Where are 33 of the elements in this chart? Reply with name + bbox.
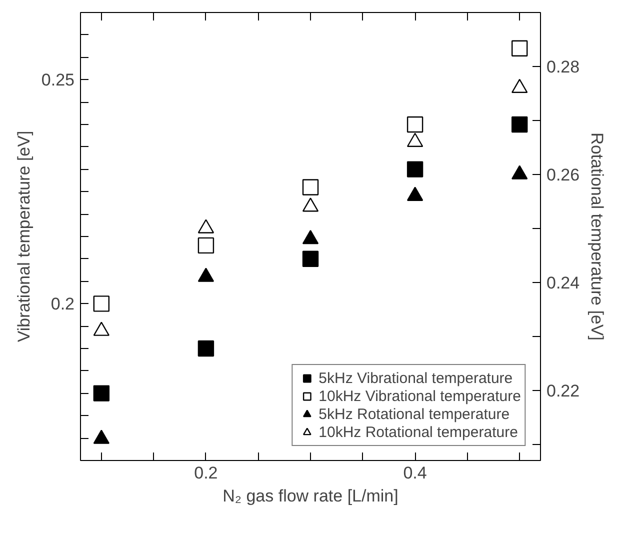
- x-tick-label: 0.4: [403, 464, 427, 482]
- y2-tick-label: 0.28: [546, 57, 580, 76]
- point: [406, 116, 424, 133]
- point: [198, 268, 214, 282]
- point: [93, 296, 110, 312]
- point: [511, 78, 528, 93]
- legend-label: 10kHz Vibrational temperature: [318, 387, 521, 405]
- y-axis-title: Vibrational temperature [eV]: [14, 130, 34, 342]
- y2-tick-label: 0.22: [546, 381, 580, 400]
- y2-tick-label: 0.24: [546, 273, 580, 292]
- x-axis-title: N₂ gas flow rate [L/min]: [222, 486, 398, 506]
- point: [406, 132, 424, 147]
- point: [511, 40, 528, 56]
- point: [302, 198, 319, 212]
- y2-tick-label: 0.26: [546, 165, 580, 184]
- legend-label: 10kHz Rotational temperature: [318, 423, 518, 441]
- point: [198, 340, 214, 357]
- y-tick-label: 0.25: [41, 70, 75, 90]
- point: [302, 230, 319, 244]
- point: [511, 116, 528, 133]
- legend-label: 5kHz Vibrational temperature: [318, 369, 513, 387]
- legend-label: 5kHz Rotational temperature: [318, 405, 510, 423]
- point: [511, 165, 528, 180]
- point: [406, 186, 424, 201]
- point: [93, 430, 110, 444]
- point: [198, 237, 214, 254]
- point: [198, 219, 214, 234]
- point: [302, 179, 319, 196]
- point: [406, 161, 424, 178]
- point: [93, 385, 110, 402]
- y2-axis-title: Rotational temperature [eV]: [588, 132, 607, 340]
- point: [302, 250, 319, 267]
- point: [93, 322, 110, 336]
